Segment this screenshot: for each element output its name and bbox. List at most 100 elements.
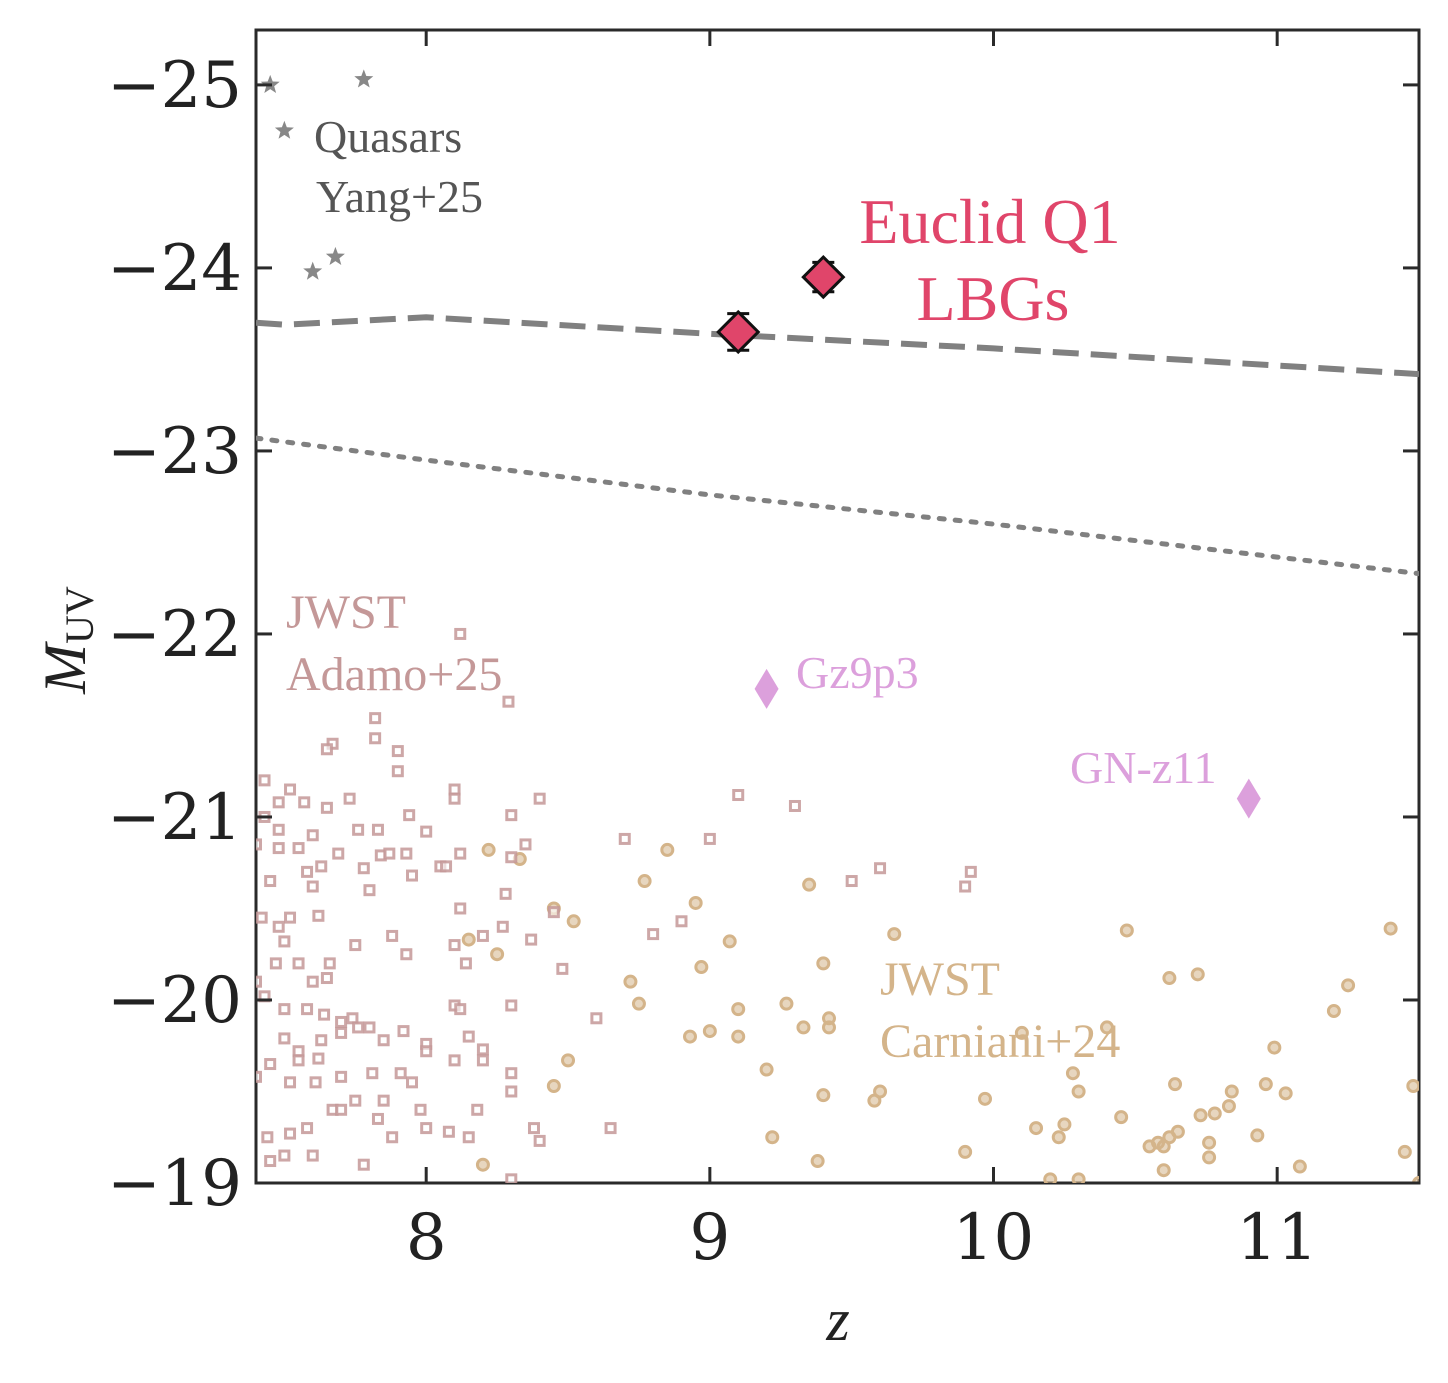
carniani-point [1341, 978, 1356, 993]
adamo-point [386, 929, 399, 942]
adamo-point [369, 712, 382, 725]
adamo-point [335, 1103, 348, 1116]
adamo-point [256, 838, 262, 851]
adamo-point [352, 823, 365, 836]
adamo-point [448, 939, 461, 952]
adamo-point [306, 829, 319, 842]
adamo-point [386, 1131, 399, 1144]
gn-z11-annotation: GN-z11 [1070, 742, 1216, 793]
carniani-point [1156, 1163, 1171, 1178]
carniani-point [731, 1029, 746, 1044]
adamo-point [335, 1026, 348, 1039]
adamo-point [315, 1034, 328, 1047]
carniani-point [978, 1091, 993, 1106]
dashed-limit-line [256, 314, 1419, 378]
adamo-point [533, 1134, 546, 1147]
carniani-point [1014, 1025, 1029, 1040]
x-tick-label: 9 [689, 1201, 730, 1275]
adamo-point [874, 862, 887, 875]
adamo-point [301, 1122, 314, 1135]
adamo-point [420, 1122, 433, 1135]
adamo-point [414, 1103, 427, 1116]
carniani-point [816, 1088, 831, 1103]
adamo-point [315, 860, 328, 873]
adamo-point [556, 962, 569, 975]
adamo-point [525, 933, 538, 946]
adamo-point [318, 1008, 331, 1021]
adamo-point [312, 1052, 325, 1065]
adamo-point [306, 880, 319, 893]
adamo-point [284, 911, 297, 924]
adamo-point [505, 1173, 518, 1183]
adamo-point [264, 1058, 277, 1071]
adamo-point [618, 832, 631, 845]
carniani-point [682, 1029, 697, 1044]
carniani-point [623, 974, 638, 989]
carniani-point [731, 1002, 746, 1017]
adamo-annotation-line2: Adamo+25 [286, 648, 502, 701]
carniani-point [1207, 1106, 1222, 1121]
ticks [256, 30, 1419, 1185]
adamo-point [845, 875, 858, 888]
adamo-point [349, 1094, 362, 1107]
y-tick-label: −21 [107, 781, 242, 855]
adamo-point [269, 957, 282, 970]
carniani-point [765, 1130, 780, 1145]
adamo-point [959, 880, 972, 893]
carniani-point [1397, 1144, 1412, 1159]
carniani-point [1043, 1172, 1058, 1183]
adamo-point [309, 1076, 322, 1089]
adamo-point [505, 999, 518, 1012]
carniani-point [1202, 1135, 1217, 1150]
y-axis-label-sub: UV [57, 586, 102, 644]
adamo-point [454, 627, 467, 640]
adamo-point [383, 847, 396, 860]
adamo-point [454, 902, 467, 915]
adamo-point [394, 1067, 407, 1080]
x-tick-label: 10 [953, 1201, 1034, 1275]
adamo-point [533, 792, 546, 805]
svg-text:MUV: MUV [32, 586, 102, 695]
adamo-point [442, 1125, 455, 1138]
adamo-point [448, 792, 461, 805]
adamo-point [256, 1070, 262, 1083]
adamo-point [420, 1045, 433, 1058]
carniani-point [637, 874, 652, 889]
adamo-point [284, 1076, 297, 1089]
carniani-point [1292, 1159, 1307, 1174]
carniani-point [958, 1144, 973, 1159]
adamo-point [505, 851, 518, 864]
adamo-point [406, 1076, 419, 1089]
adamo-point [406, 869, 419, 882]
carniani-point [561, 1053, 576, 1068]
x-tick-label: 8 [406, 1201, 447, 1275]
adamo-point [499, 887, 512, 900]
adamo-point [454, 1003, 467, 1016]
carniani-point [873, 1084, 888, 1099]
adamo-point [371, 1112, 384, 1125]
adamo-point [272, 842, 285, 855]
y-axis-label-main: M [32, 641, 98, 695]
carniani-annotation-line2: Carniani+24 [880, 1015, 1120, 1068]
adamo-point [448, 783, 461, 796]
adamo-point [519, 838, 532, 851]
adamo-point [366, 1067, 379, 1080]
adamo-point [964, 865, 977, 878]
adamo-point [332, 847, 345, 860]
carniani-point [779, 996, 794, 1011]
adamo-point [391, 745, 404, 758]
adamo-point [788, 799, 801, 812]
limit-lines [256, 314, 1419, 577]
dotted-limit-line [256, 435, 1419, 577]
adamo-point [298, 796, 311, 809]
adamo-point [590, 1012, 603, 1025]
adamo-point [292, 842, 305, 855]
adamo-point [371, 823, 384, 836]
adamo-point [301, 865, 314, 878]
quasar-point [354, 69, 374, 88]
adamo-point [420, 825, 433, 838]
carniani-point [1114, 1110, 1129, 1125]
carniani-point [1267, 1040, 1282, 1055]
adamo-point [335, 1015, 348, 1028]
